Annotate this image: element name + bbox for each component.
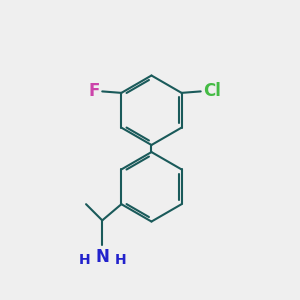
Text: Cl: Cl: [203, 82, 221, 100]
Text: H: H: [115, 253, 126, 267]
Text: H: H: [78, 253, 90, 267]
Text: N: N: [95, 248, 109, 266]
Text: F: F: [88, 82, 100, 100]
